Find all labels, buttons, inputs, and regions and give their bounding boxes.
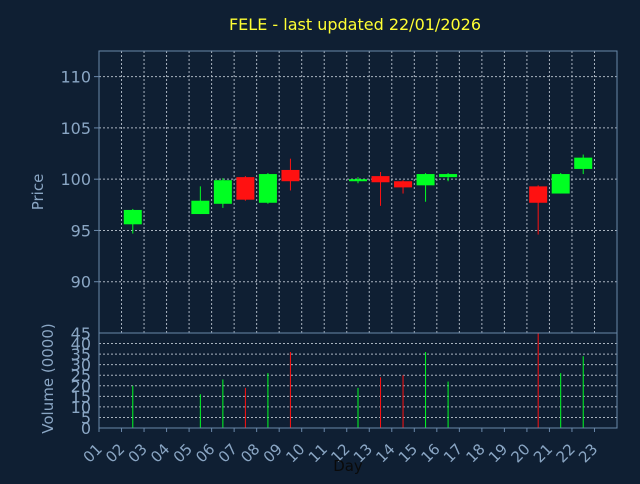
candle-body-06	[213, 180, 232, 204]
price-tick-label: 110	[60, 68, 91, 87]
candle-body-20	[529, 186, 548, 203]
candle-body-22	[574, 157, 593, 169]
volume-tick-label: 40	[71, 335, 91, 354]
candle-body-12	[349, 179, 367, 182]
volume-plot-frame	[98, 332, 618, 429]
candle-body-09	[281, 169, 300, 182]
candle-body-16	[439, 174, 458, 178]
volume-tick-label: 15	[71, 387, 91, 406]
candle-body-08	[258, 174, 277, 203]
volume-tick-label: 30	[71, 356, 91, 375]
volume-tick-label: 10	[71, 398, 91, 417]
candle-body-05	[191, 200, 210, 215]
candle-body-07	[236, 177, 255, 200]
price-axis-label: Price	[29, 174, 47, 211]
candle-body-15	[416, 174, 435, 186]
volume-tick-label: 0	[81, 419, 91, 438]
candle-body-21	[551, 174, 570, 194]
price-tick-label: 90	[71, 273, 91, 292]
price-panel: 90 95 100 105 110 Price	[29, 50, 618, 334]
price-tick-label: 95	[71, 221, 91, 240]
chart-title: FELE - last updated 22/01/2026	[229, 15, 481, 34]
volume-tick-label: 45	[71, 324, 91, 343]
candle-body-14	[394, 181, 413, 188]
volume-axis-label: Volume (0000)	[39, 323, 57, 433]
volume-tick-label: 20	[71, 377, 91, 396]
day-tick-label: 23	[575, 440, 601, 466]
price-tick-label: 105	[60, 119, 91, 138]
volume-tick-label: 5	[81, 408, 91, 427]
volume-tick-label: 25	[71, 366, 91, 385]
candle-body-02	[123, 209, 142, 225]
day-axis-label: Day	[333, 457, 363, 475]
candle-body-13	[371, 176, 390, 183]
volume-tick-label: 35	[71, 345, 91, 364]
price-tick-label: 100	[60, 170, 91, 189]
